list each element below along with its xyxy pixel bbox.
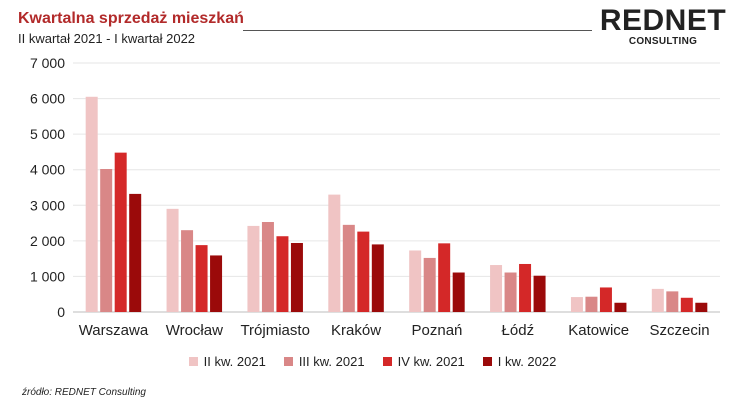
bar [261,222,274,312]
x-tick-label: Warszawa [79,322,149,339]
bar [114,152,127,312]
y-tick-label: 0 [57,304,65,320]
legend-item: III kw. 2021 [283,354,365,369]
chart-title: Kwartalna sprzedaż mieszkań [18,10,244,27]
legend-item: II kw. 2021 [188,354,266,369]
bar [181,230,194,312]
x-tick-label: Łódź [502,322,535,339]
bar [276,236,289,312]
legend-label: II kw. 2021 [203,354,266,369]
bar [342,224,355,312]
bar [195,245,208,312]
legend-swatch [188,357,198,366]
bar [247,225,260,312]
x-tick-label: Kraków [331,322,381,339]
bar [519,263,532,312]
bar [210,255,223,312]
bar [599,287,612,312]
legend-swatch [482,357,492,366]
x-tick-label: Wrocław [166,322,223,339]
bar [651,288,664,312]
y-tick-label: 5 000 [30,126,65,142]
bar [129,193,142,312]
bar [570,297,583,312]
legend-item: IV kw. 2021 [382,354,465,369]
x-tick-label: Poznań [412,322,463,339]
bar [357,231,370,312]
logo-wordmark: REDNET [599,4,727,37]
bar [290,242,303,312]
source-note: źródło: REDNET Consulting [22,387,146,398]
bar-chart: 0 1 000 2 000 3 000 4 000 5 000 6 000 7 000 Wars… [30,55,720,339]
legend-label: III kw. 2021 [298,354,365,369]
bar [423,257,436,312]
rednet-logo: REDNET CONSULTING [596,4,730,48]
legend-swatch [283,357,293,366]
bar [166,208,179,312]
y-tick-label: 4 000 [30,162,65,178]
bar [585,296,598,312]
legend-label: IV kw. 2021 [397,354,465,369]
bar [328,194,341,312]
x-tick-label: Katowice [568,322,629,339]
bar [85,96,98,313]
chart-legend: II kw. 2021 III kw. 2021 IV kw. 2021 I kw. … [0,354,745,369]
y-tick-label: 7 000 [30,55,65,71]
chart-subtitle: II kwartał 2021 - I kwartał 2022 [18,31,196,46]
bar [504,272,517,312]
legend-item: I kw. 2022 [482,354,557,369]
bar [371,244,384,312]
title-divider [243,30,592,31]
bar [666,291,679,312]
bar [409,250,422,312]
bar [490,265,503,312]
x-tick-label: Szczecin [650,322,710,339]
legend-swatch [382,357,392,366]
y-tick-label: 2 000 [30,233,65,249]
bar [614,302,627,312]
bar [680,297,693,312]
y-tick-label: 3 000 [30,197,65,213]
bar [100,169,113,312]
bar [438,243,451,312]
y-tick-label: 1 000 [30,268,65,284]
bar [452,272,465,312]
x-tick-label: Trójmiasto [240,322,309,339]
bar [695,302,708,312]
y-tick-label: 6 000 [30,91,65,107]
logo-tagline: CONSULTING [628,36,698,47]
bar [533,275,546,312]
legend-label: I kw. 2022 [497,354,557,369]
